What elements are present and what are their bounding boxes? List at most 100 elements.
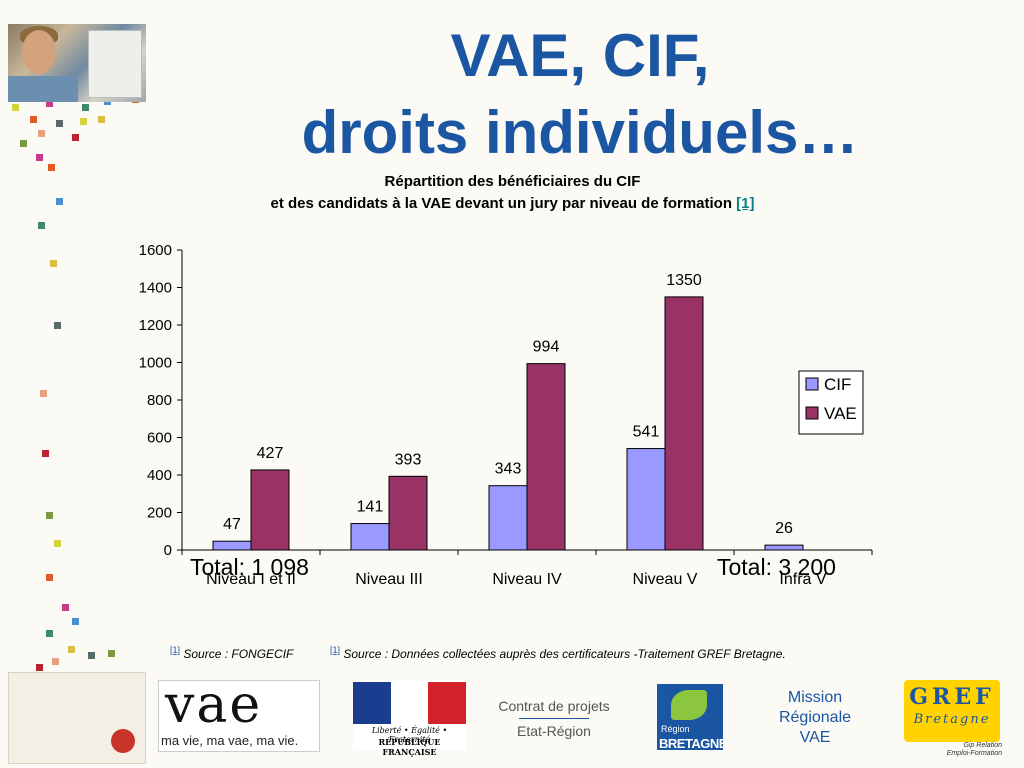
footnote-text-1: Source : FONGECIF bbox=[183, 647, 294, 661]
leaf-icon bbox=[671, 690, 707, 720]
gref-caption: Gip Relation Emploi-Formation bbox=[930, 742, 1002, 758]
rf-name: RÉPUBLIQUE FRANÇAISE bbox=[378, 737, 441, 757]
data-label-vae: 994 bbox=[533, 339, 560, 356]
data-label-vae: 1350 bbox=[666, 272, 702, 289]
confetti-square bbox=[72, 618, 79, 625]
bar-vae bbox=[526, 363, 566, 551]
gref-bretagne-logo: GREF Bretagne bbox=[904, 680, 1000, 742]
legend-label-vae: VAE bbox=[824, 404, 857, 423]
footnote-fongecif: [1] Source : FONGECIF bbox=[170, 645, 293, 661]
category-label: Infra V bbox=[779, 571, 826, 588]
y-tick-label: 400 bbox=[147, 467, 172, 484]
region-bretagne-logo: Région BRETAGNE bbox=[657, 684, 727, 751]
data-label-vae: 393 bbox=[395, 451, 422, 468]
contrat-line1: Contrat de projets bbox=[498, 698, 610, 714]
confetti-square bbox=[38, 222, 45, 229]
confetti-square bbox=[56, 120, 63, 127]
legend-swatch-cif bbox=[805, 377, 819, 391]
total-vae: Total: 3 200 bbox=[717, 554, 836, 580]
footnote-text-2: Source : Données collectées auprès des c… bbox=[343, 647, 786, 661]
legend-label-cif: CIF bbox=[824, 375, 851, 394]
total-cif: Total: 1 098 bbox=[190, 554, 309, 580]
gref-title: GREF bbox=[909, 684, 995, 710]
data-label-vae: 427 bbox=[257, 445, 284, 462]
bar-vae bbox=[664, 296, 704, 551]
bar-cif bbox=[764, 544, 804, 551]
y-tick-label: 200 bbox=[147, 505, 172, 522]
mission-regionale-vae: Mission Régionale VAE bbox=[760, 688, 870, 758]
footnote-ref-2[interactable]: [1] bbox=[330, 645, 341, 655]
chart-subtitle-line2: et des candidats à la VAE devant un jury… bbox=[160, 195, 865, 212]
confetti-square bbox=[62, 604, 69, 611]
bar-cif bbox=[212, 540, 252, 551]
data-label-cif: 47 bbox=[223, 516, 241, 533]
confetti-square bbox=[82, 104, 89, 111]
y-tick-label: 1000 bbox=[139, 355, 172, 372]
y-tick-label: 1600 bbox=[139, 242, 172, 259]
data-label-cif: 26 bbox=[775, 520, 793, 537]
gref-caption-1: Gip Relation bbox=[963, 742, 1002, 749]
vae-logo-tagline: ma vie, ma vae, ma vie. bbox=[161, 733, 299, 748]
confetti-square bbox=[52, 658, 59, 665]
data-label-cif: 541 bbox=[633, 424, 660, 441]
mission-line3: VAE bbox=[799, 729, 831, 746]
confetti-square bbox=[46, 512, 53, 519]
red-seal-icon bbox=[111, 729, 135, 753]
footnote-gref: [1] Source : Données collectées auprès d… bbox=[330, 645, 786, 661]
confetti-square bbox=[46, 630, 53, 637]
header-photo bbox=[8, 24, 146, 102]
rf-motto: Liberté • Égalité • Fraternité bbox=[371, 726, 448, 744]
bretagne-label: BRETAGNE bbox=[659, 736, 727, 751]
confetti-square bbox=[38, 130, 45, 137]
chart-subtitle-line1: Répartition des bénéficiaires du CIF bbox=[384, 173, 641, 190]
confetti-square bbox=[30, 116, 37, 123]
confetti-square bbox=[68, 646, 75, 653]
category-label: Niveau IV bbox=[492, 571, 562, 588]
gref-subtitle: Bretagne bbox=[913, 712, 991, 727]
category-label: Niveau V bbox=[633, 571, 698, 588]
republique-francaise-logo: Liberté • Égalité • Fraternité RÉPUBLIQU… bbox=[353, 680, 467, 757]
data-label-cif: 141 bbox=[357, 499, 384, 516]
chart-subtitle-line2-text: et des candidats à la VAE devant un jury… bbox=[270, 195, 732, 212]
y-tick-label: 1400 bbox=[139, 280, 172, 297]
confetti-square bbox=[42, 450, 49, 457]
confetti-square bbox=[46, 574, 53, 581]
legend-swatch-vae bbox=[805, 406, 819, 420]
confetti-square bbox=[98, 116, 105, 123]
mission-line2: Régionale bbox=[778, 709, 852, 726]
tricolor-flag-icon bbox=[353, 682, 467, 724]
gref-caption-2: Emploi-Formation bbox=[946, 750, 1002, 757]
confetti-square bbox=[36, 664, 43, 671]
category-label: Niveau I et II bbox=[206, 571, 296, 588]
bar-cif bbox=[350, 523, 390, 551]
category-label: Niveau III bbox=[355, 571, 423, 588]
confetti-square bbox=[72, 134, 79, 141]
confetti-square bbox=[48, 164, 55, 171]
page-title-line1: VAE, CIF, bbox=[450, 22, 710, 89]
bar-vae bbox=[250, 469, 290, 551]
confetti-square bbox=[54, 540, 61, 547]
confetti-square bbox=[108, 650, 115, 657]
bar-cif bbox=[626, 448, 666, 551]
footnote-ref-1[interactable]: [1] bbox=[170, 645, 181, 655]
confetti-square bbox=[50, 260, 57, 267]
mission-line1: Mission bbox=[787, 689, 843, 706]
footnote-ref-link[interactable]: [1] bbox=[736, 195, 755, 212]
page-title-line2: droits individuels… bbox=[301, 99, 859, 166]
vae-thumbnail-logo bbox=[8, 672, 146, 764]
bar-vae bbox=[388, 475, 428, 551]
confetti-square bbox=[80, 118, 87, 125]
contrat-line2: Etat-Région bbox=[517, 723, 591, 739]
data-label-cif: 343 bbox=[495, 461, 522, 478]
region-label: Région bbox=[661, 724, 690, 734]
y-tick-label: 0 bbox=[164, 542, 172, 559]
vae-logo: vae ma vie, ma vae, ma vie. bbox=[158, 675, 320, 752]
confetti-square bbox=[56, 198, 63, 205]
confetti-square bbox=[40, 390, 47, 397]
y-tick-label: 600 bbox=[147, 430, 172, 447]
vae-logo-text: vae bbox=[165, 675, 263, 735]
confetti-square bbox=[12, 104, 19, 111]
confetti-square bbox=[88, 652, 95, 659]
confetti-square bbox=[20, 140, 27, 147]
